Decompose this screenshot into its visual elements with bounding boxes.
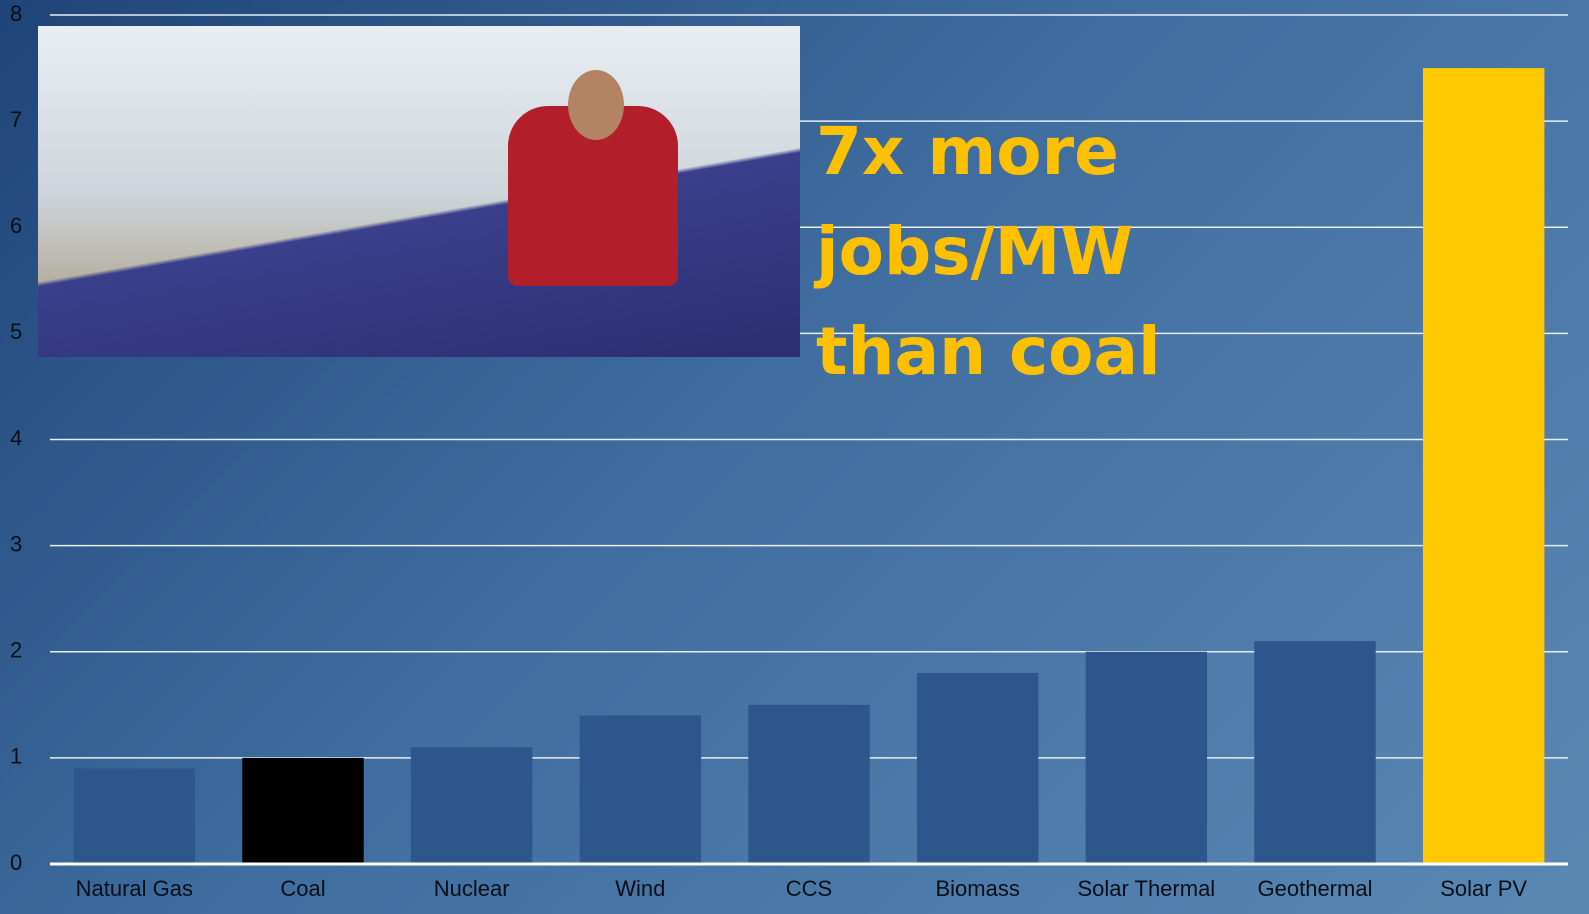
bar	[748, 704, 870, 864]
x-tick-label: Wind	[615, 876, 665, 901]
y-tick-label: 1	[10, 744, 22, 769]
bar	[1422, 68, 1545, 864]
photo	[38, 26, 800, 357]
bar	[1254, 641, 1376, 864]
bar	[73, 768, 196, 864]
x-tick-label: Biomass	[935, 876, 1019, 901]
y-tick-label: 7	[10, 107, 22, 132]
y-tick-label: 5	[10, 319, 22, 344]
x-tick-label: Nuclear	[434, 876, 510, 901]
x-tick-label: Geothermal	[1258, 876, 1373, 901]
y-tick-label: 8	[10, 1, 22, 26]
photo-head	[568, 70, 624, 140]
y-tick-label: 0	[10, 850, 22, 875]
y-tick-label: 3	[10, 531, 22, 556]
y-tick-label: 4	[10, 425, 22, 450]
bar	[242, 757, 364, 864]
x-tick-label: Natural Gas	[76, 876, 193, 901]
annotation: 7x more jobs/MW than coal	[816, 113, 1161, 390]
bar	[579, 715, 702, 864]
x-tick-label: Coal	[280, 876, 325, 901]
y-tick-label: 6	[10, 213, 22, 238]
x-tick-label: CCS	[786, 876, 832, 901]
bar	[916, 672, 1039, 864]
bar	[410, 747, 533, 864]
x-tick-label: Solar Thermal	[1077, 876, 1215, 901]
y-tick-label: 2	[10, 638, 22, 663]
x-tick-label: Solar PV	[1440, 876, 1527, 901]
bar	[1085, 651, 1208, 864]
